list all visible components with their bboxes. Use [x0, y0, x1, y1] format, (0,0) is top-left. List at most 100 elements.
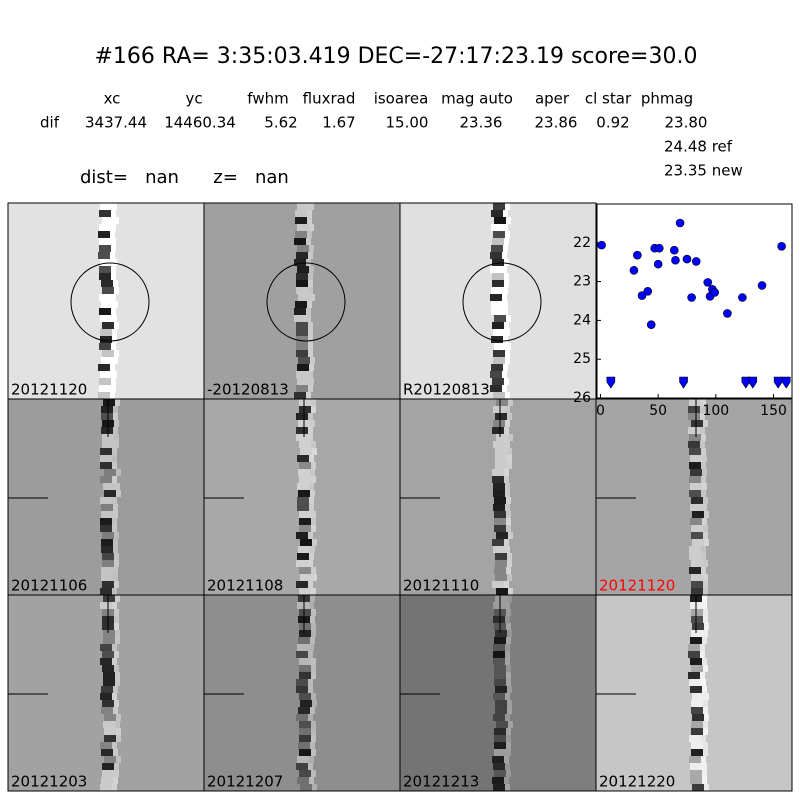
- streak-edge: [111, 210, 116, 217]
- title: #166 RA= 3:35:03.419 DEC=-27:17:23.19 sc…: [95, 44, 698, 69]
- streak-edge: [112, 259, 117, 266]
- streak: [103, 399, 115, 406]
- streak: [492, 378, 504, 385]
- streak-edge: [114, 609, 119, 616]
- point: [633, 250, 642, 260]
- streak-edge: [507, 448, 512, 455]
- streak: [297, 777, 309, 784]
- streak-edge: [310, 742, 315, 749]
- y-tick-label: 23: [573, 274, 591, 290]
- streak-edge: [505, 693, 510, 700]
- streak: [101, 546, 113, 553]
- streak: [490, 266, 502, 273]
- streak: [297, 203, 309, 210]
- streak-edge: [506, 728, 511, 735]
- streak-edge: [309, 497, 314, 504]
- streak-edge: [111, 238, 116, 245]
- streak-edge: [506, 518, 511, 525]
- streak-edge: [115, 399, 120, 406]
- streak: [492, 777, 504, 784]
- streak: [495, 448, 507, 455]
- streak: [297, 644, 309, 651]
- streak-edge: [311, 693, 316, 700]
- streak: [104, 714, 116, 721]
- streak: [102, 770, 114, 777]
- column-header: cl star: [585, 90, 632, 108]
- streak-edge: [506, 672, 511, 679]
- streak-edge: [703, 588, 708, 595]
- streak: [102, 651, 114, 658]
- streak-edge: [504, 273, 509, 280]
- streak: [691, 525, 703, 532]
- streak-edge: [504, 539, 509, 546]
- streak: [494, 315, 506, 322]
- streak-edge: [111, 308, 116, 315]
- streak: [103, 483, 115, 490]
- streak: [100, 203, 112, 210]
- point: [723, 309, 732, 318]
- streak-edge: [703, 728, 708, 735]
- streak-edge: [311, 511, 316, 518]
- streak: [299, 525, 311, 532]
- streak-edge: [308, 581, 313, 588]
- streak-edge: [703, 616, 708, 623]
- streak-edge: [308, 532, 313, 539]
- streak-edge: [702, 504, 707, 511]
- streak: [493, 231, 505, 238]
- streak: [103, 637, 115, 644]
- streak-edge: [110, 231, 115, 238]
- streak-edge: [506, 742, 511, 749]
- stamp-label: -20120813: [207, 381, 289, 399]
- streak: [102, 434, 114, 441]
- streak-edge: [112, 525, 117, 532]
- streak: [691, 574, 703, 581]
- streak-edge: [111, 294, 116, 301]
- streak: [491, 210, 503, 217]
- streak: [493, 616, 505, 623]
- streak: [494, 742, 506, 749]
- streak-edge: [506, 497, 511, 504]
- streak: [690, 483, 702, 490]
- streak: [691, 665, 703, 672]
- streak: [495, 462, 507, 469]
- streak-edge: [700, 406, 705, 413]
- streak: [493, 357, 505, 364]
- streak-edge: [112, 476, 117, 483]
- stamp: [7, 594, 205, 792]
- point: [646, 320, 656, 329]
- streak-edge: [308, 329, 313, 336]
- streak: [101, 406, 113, 413]
- streak: [100, 476, 112, 483]
- streak-edge: [116, 735, 121, 742]
- streak-edge: [504, 378, 509, 385]
- streak: [690, 777, 702, 784]
- column-header: xc: [104, 90, 121, 108]
- streak-edge: [505, 329, 510, 336]
- streak-edge: [311, 441, 316, 448]
- streak: [496, 588, 508, 595]
- streak-edge: [505, 784, 510, 791]
- streak: [100, 602, 112, 609]
- streak-edge: [112, 448, 117, 455]
- streak-edge: [113, 539, 118, 546]
- streak: [297, 756, 309, 763]
- streak-edge: [114, 553, 119, 560]
- streak: [100, 259, 112, 266]
- streak: [299, 609, 311, 616]
- streak-edge: [112, 693, 117, 700]
- streak: [495, 707, 507, 714]
- point: [597, 240, 606, 250]
- streak: [490, 385, 502, 392]
- streak-edge: [312, 784, 317, 791]
- streak: [100, 588, 112, 595]
- streak: [98, 392, 110, 399]
- streak: [689, 735, 701, 742]
- streak-edge: [308, 560, 313, 567]
- streak-edge: [503, 364, 508, 371]
- streak-edge: [113, 686, 118, 693]
- streak-edge: [311, 770, 316, 777]
- point: [703, 278, 713, 287]
- streak-edge: [505, 350, 510, 357]
- column-header: fwhm: [247, 90, 288, 108]
- streak: [690, 469, 702, 476]
